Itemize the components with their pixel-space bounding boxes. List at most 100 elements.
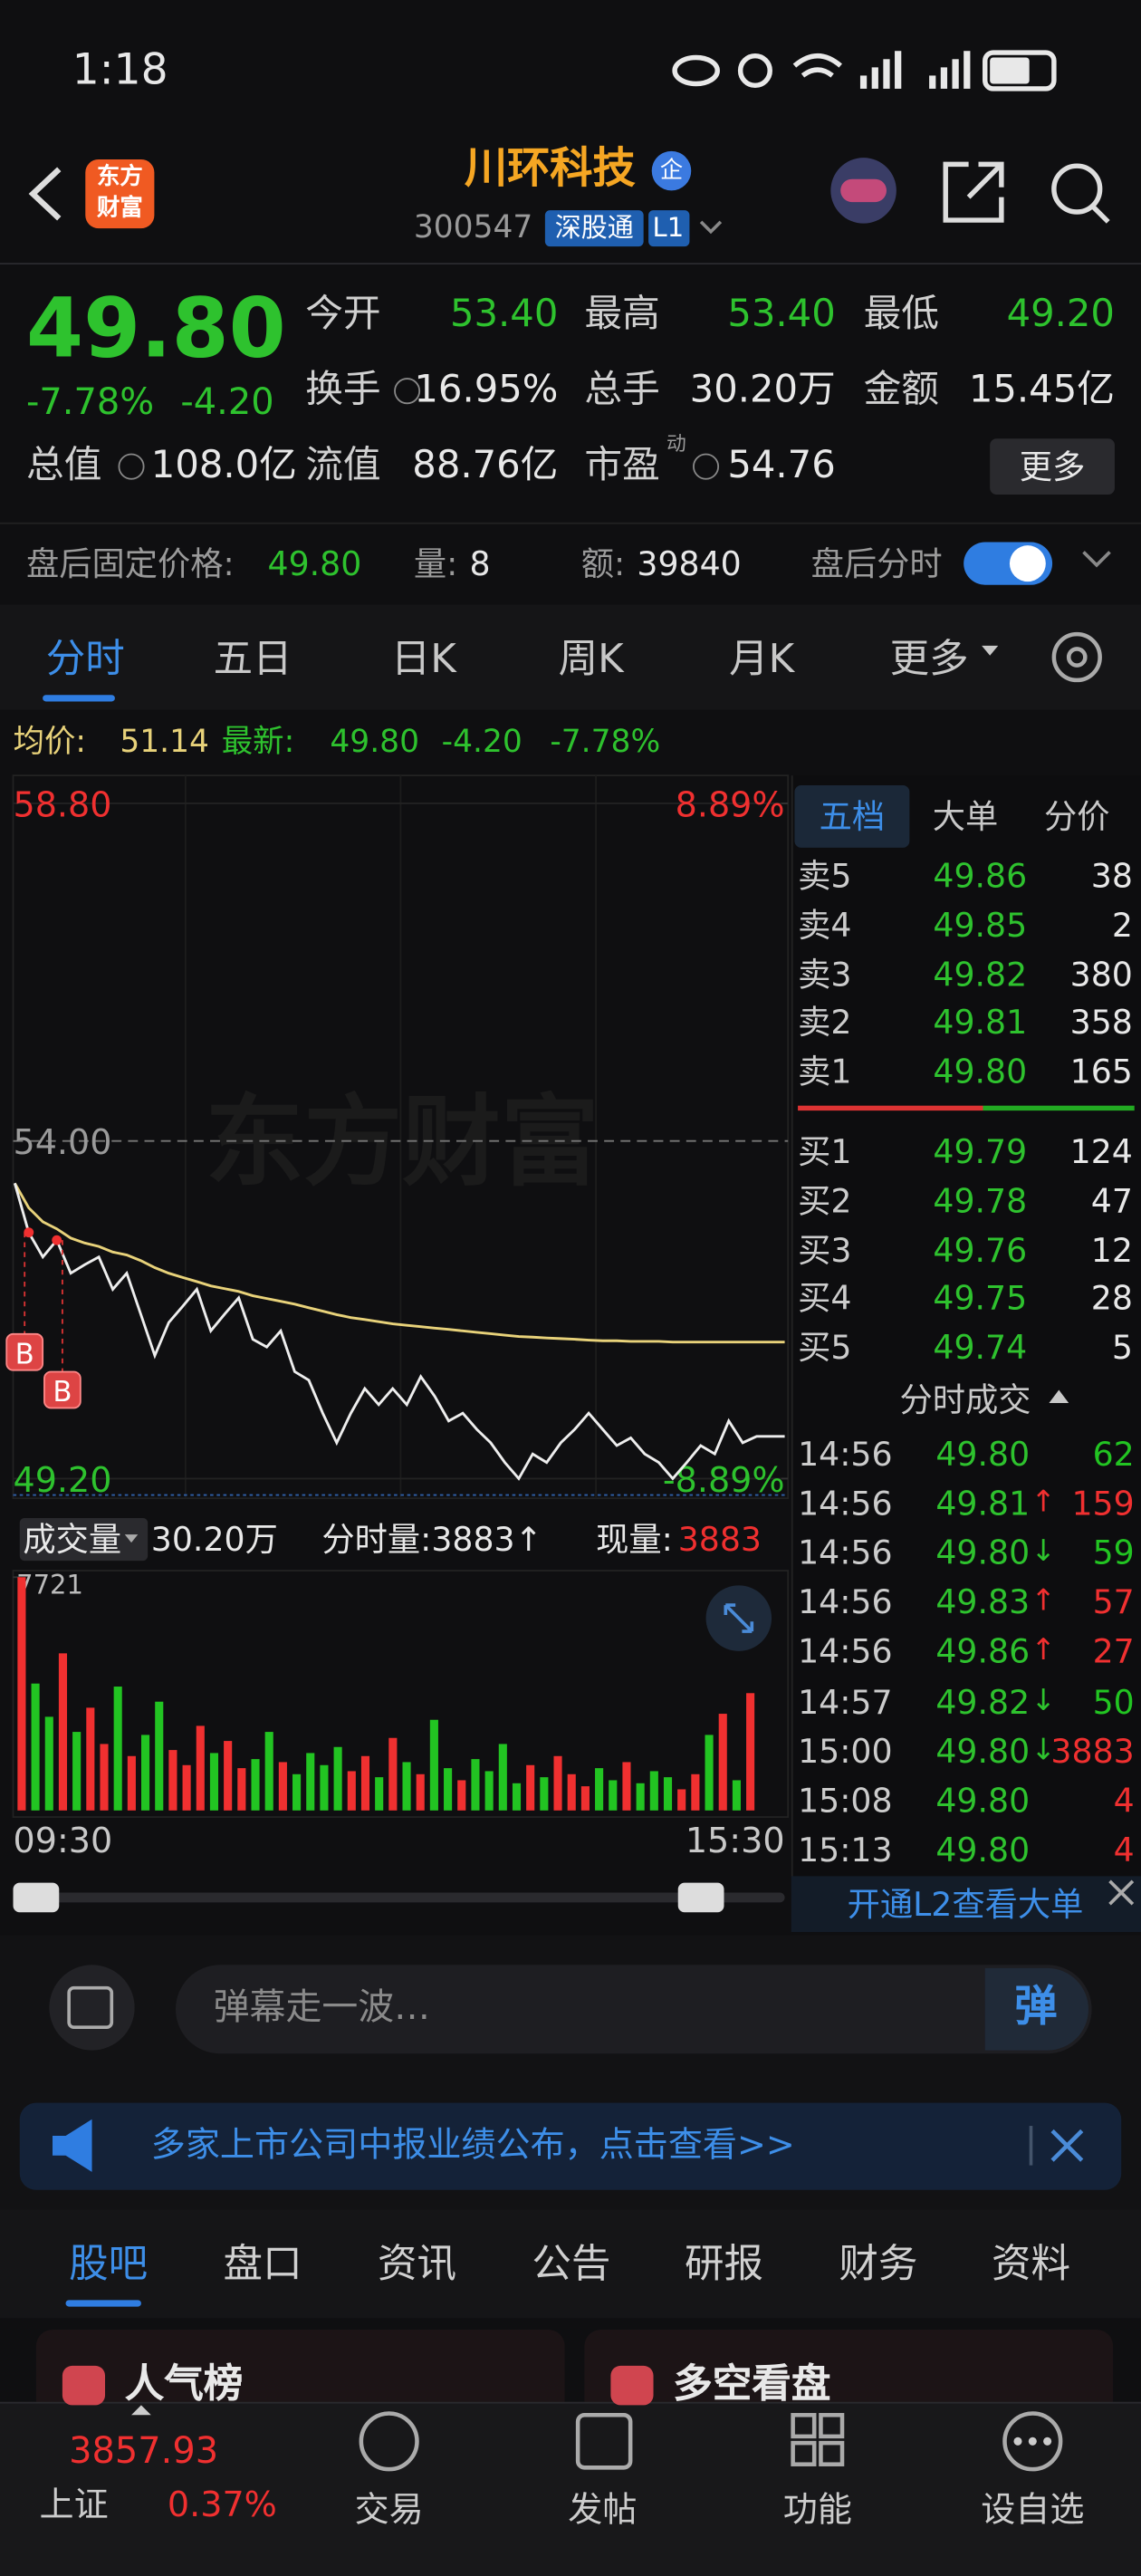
info-icon[interactable] [693,453,720,480]
section-tab[interactable]: 资料 [991,2241,1071,2287]
range-slider[interactable] [13,1892,785,1903]
search-button[interactable] [1051,163,1110,224]
volume-frame [12,1570,790,1818]
chevron[interactable] [1082,551,1111,568]
after-hours-label: 额: [580,543,626,583]
nav-item[interactable]: 发帖 [568,2489,638,2530]
trade-price: 49.80 [935,1731,1031,1771]
trade-time: 14:56 [798,1582,893,1622]
trade-direction: ↓ [1031,1732,1056,1767]
index-value[interactable]: 3857.93 [69,2431,219,2473]
danmaku-placeholder[interactable]: 弹幕走一波… [213,1987,431,2030]
tab[interactable]: 分时 [45,635,125,682]
danmaku-send[interactable] [984,1967,1088,2051]
volume-bar [31,1683,40,1811]
tab[interactable]: 更多 [889,635,969,682]
nav-item[interactable]: 设自选 [981,2489,1085,2530]
status-icons [672,50,1057,91]
nav-item[interactable]: 功能 [782,2489,852,2530]
trades-title[interactable]: 分时成交 [899,1379,1031,1420]
volume-bar [691,1773,700,1811]
tab[interactable]: 日K [390,635,456,682]
info-icon[interactable] [394,378,421,405]
change: -4.20 [180,382,274,424]
stat-label: 总手 [584,369,660,412]
volume-bar [595,1768,604,1811]
volume-bar [732,1780,741,1811]
book-divider [798,1105,1135,1111]
banner-text[interactable]: 多家上市公司中报业绩公布，点击查看>> [150,2125,795,2165]
trade-qty: 4 [1113,1830,1135,1870]
index-change: 0.37% [167,2485,277,2524]
volume-bar [553,1755,562,1811]
volume-selector-text[interactable]: 成交量 [23,1519,122,1560]
volume-bar [649,1771,658,1811]
book-tab[interactable]: 分价 [1044,796,1110,837]
note-button[interactable] [49,1965,135,2051]
tab-caret [982,645,999,656]
close-promo[interactable] [1108,1879,1135,1906]
summary-last: 49.80 [330,723,420,760]
stat-value: 53.40 [727,293,836,336]
average-line [14,1182,785,1344]
share-button[interactable] [943,161,1004,223]
trade-direction: ↑ [1031,1485,1056,1520]
book-tab[interactable]: 大单 [932,796,999,837]
trade-time: 14:56 [798,1484,893,1523]
tab-bar [0,604,1141,710]
logo-text: 财富 [96,195,143,222]
slider-handle[interactable] [13,1882,60,1913]
section-tab[interactable]: 财务 [839,2241,918,2287]
section-tab[interactable]: 资讯 [377,2241,456,2287]
volume-total: 30.20万 [150,1519,278,1560]
volume-bar [347,1771,356,1811]
current-volume-label: 现量: [596,1519,673,1560]
stat-label: 流值 [305,444,381,487]
book-tab[interactable]: 五档 [819,796,886,837]
bid-qty: 28 [1090,1278,1133,1319]
volume-bar [292,1773,302,1811]
stat-value: 49.20 [1006,293,1115,336]
section-tab[interactable]: 研报 [684,2241,763,2287]
nav-icons [359,2411,1063,2472]
volume-bar [360,1755,370,1811]
y2-tick-label: 8.89% [676,784,785,824]
card-title[interactable]: 人气榜 [124,2360,244,2408]
close-banner[interactable] [1050,2129,1084,2162]
trade-direction: ↓ [1031,1683,1056,1718]
bid-price: 49.76 [933,1229,1028,1270]
after-hours-volume: 8 [469,543,491,583]
caret [699,220,723,235]
trade-qty: 3883 [1050,1731,1135,1771]
volume-bar [622,1762,631,1811]
danmaku-button[interactable]: 弹 [1014,1983,1058,2033]
ask-price: 49.82 [933,954,1028,994]
tab[interactable]: 月K [729,635,795,682]
trade-qty: 27 [1092,1631,1135,1672]
stat-value: 53.40 [449,293,559,336]
tab[interactable]: 周K [558,635,624,682]
toggle-label: 盘后分时 [810,543,943,583]
trades-caret [1049,1389,1069,1403]
slider-handle[interactable] [677,1882,724,1913]
volume-bar [58,1653,68,1811]
promo-link[interactable]: 开通L2查看大单 [847,1884,1084,1924]
section-tab[interactable]: 股吧 [69,2241,149,2287]
back-button[interactable] [28,167,62,221]
section-tab[interactable]: 公告 [532,2241,611,2287]
volume-bar [44,1716,53,1811]
stat-superscript: 动 [666,432,686,456]
card-title[interactable]: 多空看盘 [673,2360,831,2408]
settings-button[interactable] [1051,631,1102,683]
volume-bar [320,1764,329,1811]
more-button[interactable] [990,438,1115,495]
volume-bar [705,1735,714,1811]
banner[interactable] [19,2102,1122,2190]
more-button-text[interactable]: 更多 [1019,447,1086,486]
info-icon[interactable] [118,453,145,480]
nav-item[interactable]: 交易 [354,2489,424,2530]
tab[interactable]: 五日 [213,635,292,682]
section-tab[interactable]: 盘口 [223,2241,302,2287]
danmaku-input[interactable] [175,1965,1092,2054]
